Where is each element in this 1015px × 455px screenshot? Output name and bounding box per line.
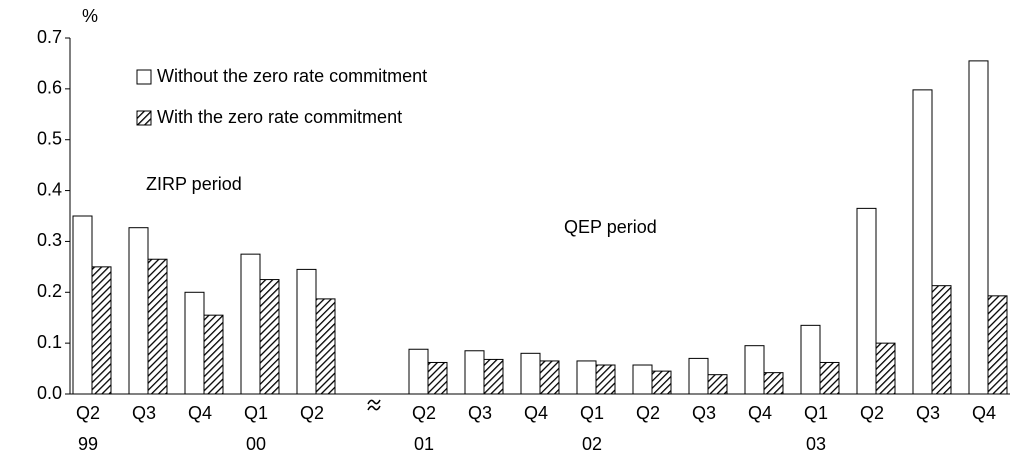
group-label: 01 — [414, 434, 434, 454]
y-tick-label: 0.7 — [37, 27, 62, 47]
bar — [427, 361, 448, 395]
bar — [184, 291, 205, 395]
bar — [912, 89, 933, 395]
x-tick-label: Q3 — [468, 403, 492, 423]
x-tick-label: Q3 — [916, 403, 940, 423]
bar — [315, 298, 336, 395]
y-axis-label: % — [82, 6, 98, 26]
y-tick-label: 0.6 — [37, 78, 62, 98]
group-label: 00 — [246, 434, 266, 454]
legend-label: With the zero rate commitment — [157, 107, 402, 127]
bar — [968, 60, 989, 395]
bar — [819, 361, 840, 395]
y-tick-label: 0.4 — [37, 179, 62, 199]
bar — [539, 360, 560, 395]
group-label: 99 — [78, 434, 98, 454]
bar — [931, 285, 952, 395]
bar — [128, 227, 149, 395]
bar — [688, 357, 709, 395]
x-tick-label: Q4 — [972, 403, 996, 423]
bar — [240, 253, 261, 395]
bar — [203, 314, 224, 395]
x-tick-label: Q2 — [636, 403, 660, 423]
x-tick-label: Q1 — [244, 403, 268, 423]
bar — [875, 342, 896, 395]
x-tick-label: Q2 — [412, 403, 436, 423]
bar — [483, 358, 504, 395]
group-label: 03 — [806, 434, 826, 454]
x-tick-label: Q3 — [692, 403, 716, 423]
y-tick-label: 0.3 — [37, 230, 62, 250]
x-tick-label: Q4 — [524, 403, 548, 423]
bar — [707, 374, 728, 395]
x-tick-label: Q1 — [580, 403, 604, 423]
bar — [856, 207, 877, 395]
x-tick-label: Q2 — [860, 403, 884, 423]
bar — [72, 215, 93, 395]
x-tick-label: Q4 — [188, 403, 212, 423]
legend-swatch — [136, 69, 152, 85]
x-tick-label: Q2 — [300, 403, 324, 423]
bar — [576, 360, 597, 395]
bar — [763, 372, 784, 395]
x-tick-label: Q4 — [748, 403, 772, 423]
bar — [464, 350, 485, 395]
y-tick-label: 0.0 — [37, 383, 62, 403]
bar — [296, 268, 317, 395]
y-tick-label: 0.5 — [37, 128, 62, 148]
group-label: 02 — [582, 434, 602, 454]
annotation: ZIRP period — [146, 174, 242, 194]
legend-label: Without the zero rate commitment — [157, 66, 427, 86]
bar — [800, 324, 821, 395]
bar — [520, 352, 541, 395]
y-tick-label: 0.1 — [37, 332, 62, 352]
bar — [259, 279, 280, 395]
x-tick-label: Q2 — [76, 403, 100, 423]
annotation: QEP period — [564, 217, 657, 237]
bar — [651, 370, 672, 395]
bar — [632, 364, 653, 395]
bar — [408, 348, 429, 395]
legend-swatch — [136, 110, 152, 126]
axis-break — [367, 399, 381, 411]
x-tick-label: Q1 — [804, 403, 828, 423]
bar — [91, 266, 112, 395]
bar — [595, 364, 616, 395]
bar — [987, 295, 1008, 395]
x-tick-label: Q3 — [132, 403, 156, 423]
bar — [147, 258, 168, 395]
bar — [744, 345, 765, 395]
y-tick-label: 0.2 — [37, 281, 62, 301]
